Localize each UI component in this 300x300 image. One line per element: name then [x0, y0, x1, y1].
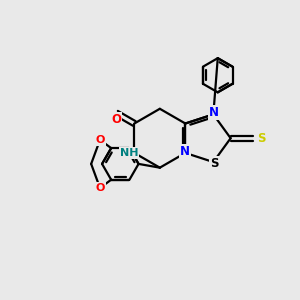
- Text: NH: NH: [120, 148, 138, 158]
- Text: N: N: [209, 106, 219, 119]
- Text: O: O: [95, 183, 105, 193]
- Text: O: O: [95, 135, 105, 145]
- Text: N: N: [180, 145, 190, 158]
- Text: O: O: [112, 113, 122, 126]
- Text: S: S: [257, 132, 265, 145]
- Text: S: S: [210, 157, 218, 170]
